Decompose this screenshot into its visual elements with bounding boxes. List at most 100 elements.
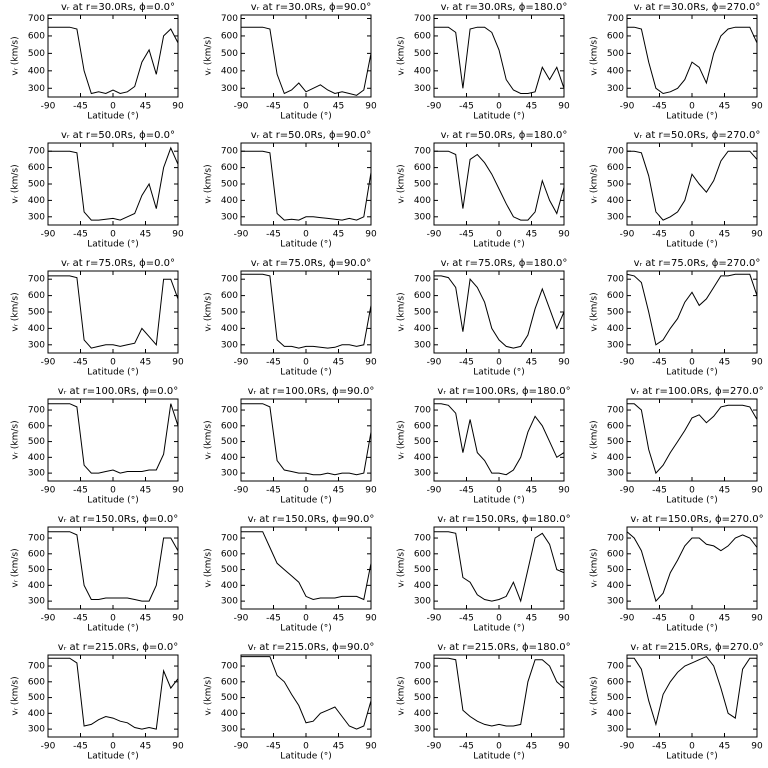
x-tick-label: 0	[689, 102, 695, 112]
x-tick-label: -45	[73, 230, 88, 240]
x-axis-label: Latitude (°)	[473, 368, 524, 378]
x-tick-label: 45	[719, 614, 730, 624]
y-axis-label: vᵣ (km/s)	[11, 36, 21, 75]
plot-frame	[626, 270, 758, 354]
chart-title: vᵣ at r=150.0Rs, ϕ=270.0°	[630, 514, 763, 525]
y-tick-label: 500	[221, 49, 238, 59]
y-tick-label: 600	[28, 31, 45, 41]
x-tick-label: 90	[558, 742, 570, 752]
x-tick-label: 90	[365, 614, 377, 624]
x-axis-label: Latitude (°)	[280, 496, 331, 506]
y-tick-label: 500	[607, 49, 624, 59]
y-tick-label: 600	[28, 291, 45, 301]
y-tick-label: 300	[28, 340, 45, 350]
y-tick-label: 600	[28, 421, 45, 431]
y-axis-label: vᵣ (km/s)	[590, 676, 600, 715]
y-tick-label: 700	[414, 662, 431, 672]
x-axis-label: Latitude (°)	[280, 240, 331, 250]
x-tick-label: 45	[140, 358, 151, 368]
x-tick-label: -45	[459, 358, 474, 368]
y-tick-label: 500	[221, 565, 238, 575]
x-axis-label: Latitude (°)	[666, 240, 717, 250]
x-tick-label: -45	[73, 742, 88, 752]
y-tick-label: 300	[221, 597, 238, 607]
y-axis-label: vᵣ (km/s)	[204, 676, 214, 715]
x-tick-label: -45	[652, 358, 667, 368]
y-tick-label: 400	[28, 196, 45, 206]
y-tick-label: 700	[221, 406, 238, 416]
y-tick-label: 700	[28, 406, 45, 416]
x-tick-label: -45	[652, 486, 667, 496]
y-tick-label: 600	[607, 163, 624, 173]
y-axis-label: vᵣ (km/s)	[590, 36, 600, 75]
data-line	[241, 531, 372, 601]
y-tick-label: 300	[221, 725, 238, 735]
y-tick-label: 300	[28, 212, 45, 222]
x-tick-label: 0	[496, 230, 502, 240]
data-line	[627, 26, 758, 95]
y-tick-label: 700	[221, 662, 238, 672]
x-tick-label: 45	[719, 102, 730, 112]
x-tick-label: 90	[172, 742, 184, 752]
x-tick-label: 45	[333, 102, 344, 112]
x-tick-label: 45	[526, 102, 537, 112]
x-tick-label: -90	[427, 102, 442, 112]
x-tick-label: 0	[303, 102, 309, 112]
x-tick-label: 0	[303, 230, 309, 240]
x-tick-label: -45	[459, 742, 474, 752]
y-tick-label: 700	[607, 406, 624, 416]
x-tick-label: 0	[689, 614, 695, 624]
data-line	[626, 273, 758, 346]
y-tick-label: 400	[28, 709, 45, 719]
x-tick-label: -90	[234, 102, 249, 112]
x-tick-label: 90	[558, 102, 570, 112]
chart-title: vᵣ at r=100.0Rs, ϕ=0.0°	[58, 386, 178, 397]
x-axis-label: Latitude (°)	[473, 240, 524, 250]
y-tick-label: 500	[414, 437, 431, 447]
x-tick-label: 45	[140, 614, 151, 624]
x-axis-label: Latitude (°)	[87, 496, 138, 506]
y-tick-label: 400	[414, 196, 431, 206]
x-tick-label: 0	[689, 486, 695, 496]
x-tick-label: 45	[719, 486, 730, 496]
x-tick-label: 45	[333, 230, 344, 240]
y-tick-label: 400	[607, 453, 624, 463]
x-tick-label: 90	[751, 102, 763, 112]
plot-frame	[240, 654, 372, 738]
y-axis-label: vᵣ (km/s)	[204, 164, 214, 203]
y-tick-label: 500	[28, 180, 45, 190]
data-line	[434, 26, 565, 94]
y-tick-label: 300	[414, 340, 431, 350]
y-tick-label: 500	[28, 308, 45, 318]
x-tick-label: 0	[303, 742, 309, 752]
x-tick-label: 45	[719, 358, 730, 368]
y-tick-label: 400	[221, 709, 238, 719]
y-tick-label: 700	[221, 14, 238, 24]
x-tick-label: -45	[266, 742, 281, 752]
y-tick-label: 600	[414, 291, 431, 301]
plot-frame	[47, 270, 179, 354]
data-line	[241, 150, 372, 221]
x-tick-label: -90	[620, 230, 635, 240]
y-tick-label: 700	[28, 147, 45, 157]
x-tick-label: 90	[365, 486, 377, 496]
chart-title: vᵣ at r=215.0Rs, ϕ=0.0°	[58, 642, 178, 653]
plot-frame	[47, 142, 179, 226]
x-tick-label: -90	[41, 614, 56, 624]
x-tick-label: -90	[41, 486, 56, 496]
y-tick-label: 500	[607, 308, 624, 318]
x-axis-label: Latitude (°)	[666, 496, 717, 506]
y-tick-label: 400	[28, 324, 45, 334]
y-tick-label: 600	[221, 549, 238, 559]
chart-title: vᵣ at r=30.0Rs, ϕ=270.0°	[634, 2, 761, 13]
x-tick-label: -45	[459, 230, 474, 240]
x-tick-label: 0	[496, 102, 502, 112]
x-axis-label: Latitude (°)	[280, 624, 331, 634]
x-tick-label: 45	[140, 486, 151, 496]
y-axis-label: vᵣ (km/s)	[11, 420, 21, 459]
chart-title: vᵣ at r=50.0Rs, ϕ=90.0°	[251, 130, 371, 141]
y-tick-label: 700	[221, 534, 238, 544]
y-axis-label: vᵣ (km/s)	[590, 292, 600, 331]
y-tick-label: 600	[414, 677, 431, 687]
y-axis-label: vᵣ (km/s)	[590, 164, 600, 203]
